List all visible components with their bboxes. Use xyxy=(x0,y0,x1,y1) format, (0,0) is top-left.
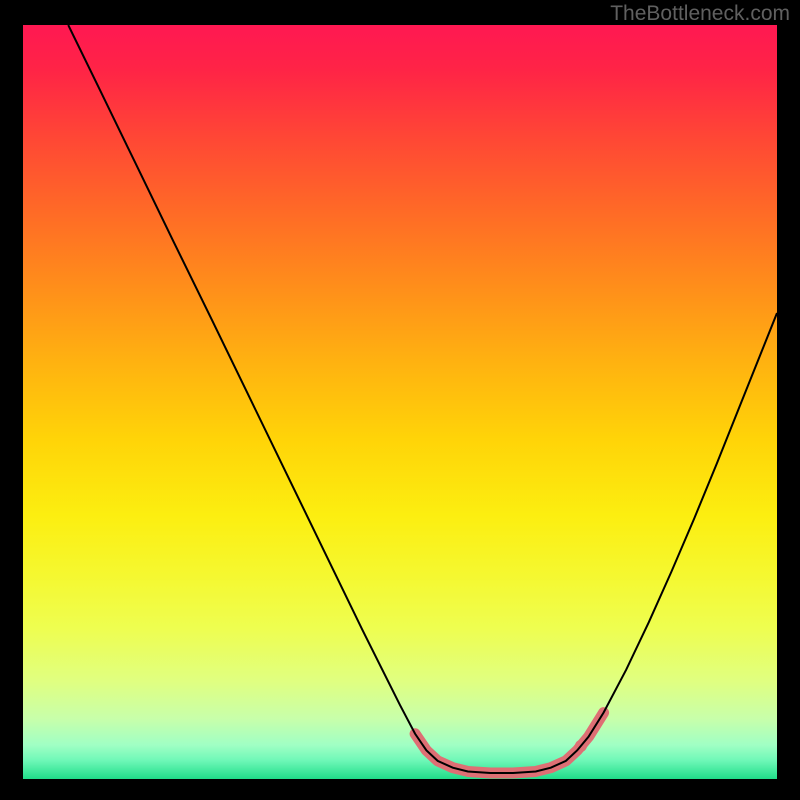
watermark-text: TheBottleneck.com xyxy=(610,2,790,26)
plot-area xyxy=(23,25,777,779)
chart-container: TheBottleneck.com xyxy=(0,0,800,800)
bottleneck-curve xyxy=(68,25,777,773)
curve-layer xyxy=(23,25,777,779)
